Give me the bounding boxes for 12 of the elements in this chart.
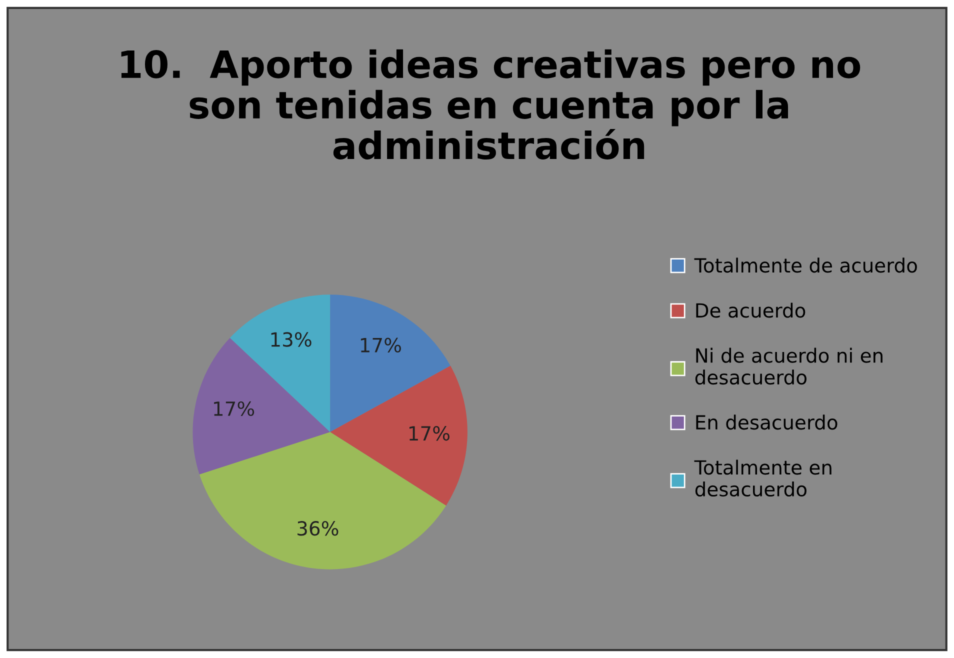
- data-label: 17%: [214, 401, 254, 416]
- chart-title: 10. Aporto ideas creativas pero no son tenidas en cuenta por la administración: [121, 49, 860, 160]
- data-label: 17%: [360, 338, 401, 352]
- data-label: 17%: [409, 426, 450, 441]
- legend-label: En desacuerdo: [696, 414, 838, 430]
- data-label: 36%: [298, 521, 338, 536]
- legend-label: De acuerdo: [696, 302, 806, 318]
- legend-label: Totalmente de acuerdo: [694, 258, 917, 273]
- legend-label: Totalmente en desacuerdo: [694, 460, 832, 497]
- pie-slice: [330, 366, 468, 506]
- legend-label: Ni de acuerdo ni en desacuerdo: [695, 348, 882, 385]
- data-label: 13%: [271, 332, 312, 347]
